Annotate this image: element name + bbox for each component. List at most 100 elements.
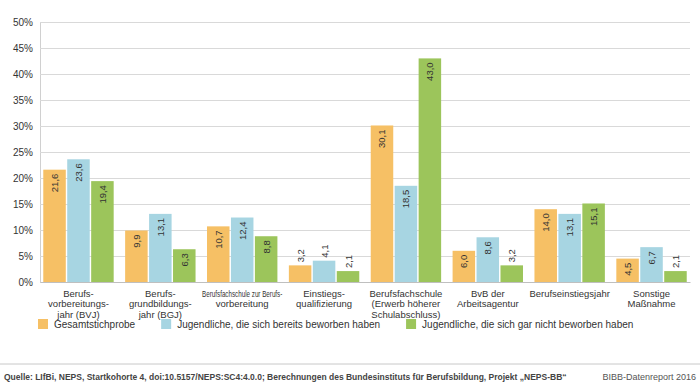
bar (371, 125, 394, 282)
data-label: 3,2 (506, 249, 517, 262)
y-tick: 45% (13, 43, 690, 54)
x-tick-label-line: vorbereitungs- (48, 298, 109, 309)
bar (616, 259, 639, 282)
y-tick-label: 25% (13, 147, 33, 158)
x-tick: Berufs-vorbereitungs-jahr (BVJ) (48, 282, 109, 320)
bars (43, 58, 686, 282)
data-label: 8,6 (482, 241, 493, 254)
data-label: 4,1 (319, 244, 330, 257)
y-tick: 40% (13, 69, 690, 80)
grid-line (40, 178, 690, 179)
bar (500, 265, 523, 282)
y-tick: 20% (13, 173, 690, 184)
bar (149, 214, 172, 282)
y-tick: 50% (13, 17, 690, 28)
data-label: 6,7 (646, 251, 657, 264)
x-tick-label: Berufs-grundbildungs-jahr (BGJ) (129, 288, 192, 320)
y-tick-label: 50% (13, 17, 33, 28)
x-tick-label: Berufs-vorbereitungs-jahr (BVJ) (48, 288, 109, 320)
y-tick-label: 45% (13, 43, 33, 54)
x-tick-label-line: Berufs- (145, 288, 176, 299)
x-tick-label: Berufseinstiegsjahr (530, 288, 610, 299)
bar (477, 237, 500, 282)
x-tick-label-line: Berufseinstiegsjahr (530, 288, 610, 299)
y-tick: 30% (13, 121, 690, 132)
x-tick-label-line: grundbildungs- (129, 298, 192, 309)
x-tick: BvB derArbeitsagentur (457, 282, 519, 309)
data-label: 6,0 (458, 255, 469, 268)
legend-item: Gesamtstichprobe (38, 319, 136, 330)
y-axis: 0%5%10%15%20%25%30%35%40%45%50% (13, 17, 690, 288)
data-labels: 21,69,910,73,230,16,014,04,523,613,112,4… (49, 62, 681, 275)
x-tick-label-line: Berufsfachschule zur Berufs- (202, 288, 282, 299)
bar (534, 209, 557, 282)
credit: BIBB-Datenreport 2016 (602, 372, 696, 382)
legend-item: Jugendliche, die sich bereits beworben h… (161, 319, 380, 330)
x-tick-label-line: vorbereitung (216, 298, 269, 309)
x-tick: Berufs-grundbildungs-jahr (BGJ) (129, 282, 192, 320)
y-tick: 25% (13, 147, 690, 158)
chart: 0%5%10%15%20%25%30%35%40%45%50%21,69,910… (0, 0, 700, 388)
legend-swatch (38, 319, 48, 329)
bar (313, 261, 336, 282)
y-tick-label: 30% (13, 121, 33, 132)
grid-line (40, 22, 690, 23)
data-label: 14,0 (540, 213, 551, 232)
data-label: 30,1 (376, 129, 387, 148)
x-axis-line (41, 282, 691, 283)
x-tick-label: BvB derArbeitsagentur (457, 288, 519, 310)
data-label: 19,4 (97, 185, 108, 204)
data-label: 12,4 (237, 222, 248, 241)
data-label: 4,5 (622, 263, 633, 276)
x-tick: Berufseinstiegsjahr (530, 282, 610, 299)
data-label: 23,6 (73, 163, 84, 182)
x-tick-label: Berufsfachschule(Erwerb höhererSchulabsc… (369, 288, 442, 320)
legend-swatch (406, 319, 416, 329)
y-tick-label: 40% (13, 69, 33, 80)
source: Quelle: LIfBi, NEPS, Startkohorte 4, doi… (4, 372, 567, 382)
x-tick-label-line: BvB der (471, 288, 505, 299)
footer-rule (0, 364, 700, 365)
data-label: 13,1 (564, 218, 575, 237)
x-tick-label-line: qualifizierung (296, 298, 352, 309)
bar (337, 271, 360, 282)
data-label: 43,0 (424, 62, 435, 81)
x-axis: Berufs-vorbereitungs-jahr (BVJ)Berufs-gr… (41, 282, 691, 320)
x-tick: Berufsfachschule(Erwerb höhererSchulabsc… (369, 282, 442, 320)
data-label: 10,7 (213, 230, 224, 249)
bar (419, 58, 442, 282)
grid-line (40, 100, 690, 101)
bar (91, 181, 114, 282)
data-label: 2,1 (343, 255, 354, 268)
y-tick-label: 15% (13, 199, 33, 210)
grid-line (40, 126, 690, 127)
x-tick-label: Einstiegs-qualifizierung (296, 288, 352, 310)
legend-label: Gesamtstichprobe (54, 319, 136, 330)
data-label: 3,2 (295, 249, 306, 262)
grid-line (40, 282, 690, 283)
bar (207, 226, 230, 282)
data-label: 8,8 (261, 240, 272, 253)
legend-swatch (161, 319, 171, 329)
bar (67, 159, 90, 282)
data-label: 18,5 (400, 190, 411, 209)
grid-line (40, 152, 690, 153)
legend: Gesamtstichprobe Jugendliche, die sich be… (38, 319, 633, 330)
x-tick-label: Berufsfachschule zur Berufs-vorbereitung (202, 288, 282, 310)
bar (289, 265, 312, 282)
x-tick: Einstiegs-qualifizierung (296, 282, 352, 309)
x-tick-label-line: Arbeitsagentur (457, 298, 519, 309)
legend-label: Jugendliche, die sich bereits beworben h… (177, 319, 380, 330)
data-label: 15,1 (588, 207, 599, 226)
bar (255, 236, 278, 282)
x-tick-label-line: Berufs- (63, 288, 94, 299)
bar (231, 218, 254, 282)
grid-line (40, 48, 690, 49)
data-label: 21,6 (49, 174, 60, 193)
bar (664, 271, 687, 282)
y-tick: 35% (13, 95, 690, 106)
bar (43, 170, 66, 282)
legend-label: Jugendliche, die sich gar nicht beworben… (422, 319, 633, 330)
y-axis-line (41, 23, 691, 283)
x-tick: SonstigeMaßnahme (627, 282, 675, 309)
